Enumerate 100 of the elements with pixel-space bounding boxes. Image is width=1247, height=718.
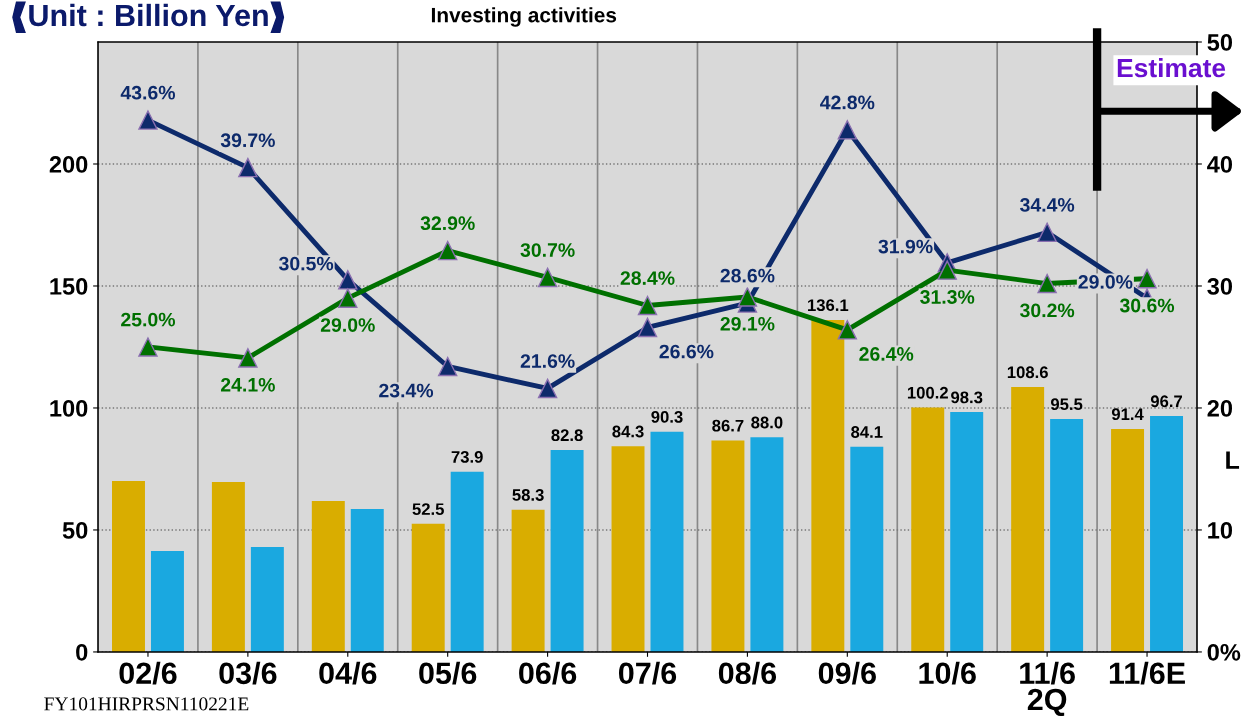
bar: [211, 481, 245, 652]
data-label: 90.3: [651, 410, 683, 423]
data-label: 21.6%: [520, 354, 575, 368]
data-label: 88.0: [751, 416, 783, 429]
data-label: 95.5: [1050, 398, 1083, 411]
data-label: 91.4: [1111, 408, 1144, 421]
data-label: 26.6%: [659, 344, 714, 359]
x-tick-label: 09/6: [818, 661, 876, 685]
x-tick-label: 11/6 2Q: [1020, 661, 1075, 717]
y-tick-label: 50: [62, 522, 88, 539]
point: [1037, 273, 1057, 294]
x-tick-label: 03/6: [219, 661, 277, 685]
point: [537, 267, 558, 288]
point: [837, 120, 858, 140]
point: [1137, 268, 1157, 289]
bar: [850, 446, 884, 652]
bar: [450, 471, 484, 652]
data-label: 108.6: [1007, 366, 1048, 379]
data-label: 28.6%: [720, 268, 775, 283]
text: Investing activities: [431, 7, 617, 27]
bar: [650, 431, 684, 652]
point: [937, 260, 957, 280]
point: [437, 240, 458, 261]
text: Unit : Billion Yen: [29, 3, 268, 27]
data-label: 30.5%: [279, 256, 334, 271]
point: [837, 320, 858, 340]
text: L: [1226, 451, 1240, 469]
point: [238, 157, 258, 178]
data-label: 24.1%: [220, 377, 275, 392]
bar: [112, 480, 145, 652]
data-label: 82.8: [551, 429, 583, 442]
bar: [1050, 418, 1084, 652]
data-label: 32.9%: [420, 216, 475, 231]
bar: [950, 412, 984, 652]
x-tick-label: 06/6: [519, 661, 577, 685]
bar: [811, 319, 845, 652]
point: [637, 295, 658, 316]
x-tick-label: 10/6: [919, 661, 976, 685]
point: [537, 378, 558, 399]
point: [637, 317, 658, 338]
data-label: 73.9: [451, 450, 483, 463]
data-label: 26.4%: [859, 347, 914, 361]
bar: [350, 508, 384, 652]
annotation: Estimate: [1117, 57, 1226, 78]
data-label: 52.5: [412, 503, 444, 516]
y-tick-label: 150: [50, 278, 88, 295]
x-tick-label: 02/6: [119, 661, 177, 685]
text: FY101HIRPRSN110221E: [44, 697, 249, 711]
data-label: 29.1%: [720, 316, 775, 331]
x-tick-label: 07/6: [618, 661, 677, 685]
bar: [711, 440, 745, 652]
data-label: 39.7%: [220, 133, 275, 148]
data-label: 29.0%: [1078, 275, 1133, 289]
x-tick-label: 05/6: [419, 661, 477, 685]
point: [338, 288, 358, 308]
x-tick-label: 08/6: [718, 661, 777, 685]
data-label: 96.7: [1150, 395, 1183, 408]
y2-tick-label: 30: [1207, 278, 1233, 295]
point: [437, 356, 458, 377]
y2-tick-label: 10: [1208, 522, 1233, 539]
data-label: 31.9%: [878, 239, 933, 254]
data-label: 98.3: [951, 391, 983, 404]
bar: [750, 437, 784, 652]
data-label: 136.1: [808, 299, 849, 312]
point: [138, 337, 158, 357]
data-label: 30.2%: [1020, 303, 1075, 318]
y2-tick-label: 40: [1207, 156, 1233, 173]
data-label: 86.7: [712, 419, 744, 432]
data-label: 43.6%: [120, 85, 176, 100]
point: [338, 270, 358, 290]
data-label: 84.1: [851, 426, 883, 438]
data-label: 84.3: [612, 425, 644, 438]
bar: [511, 509, 545, 652]
data-label: 31.3%: [920, 290, 975, 304]
bar: [911, 407, 945, 652]
y-tick-label: 100: [50, 400, 88, 417]
data-label: 25.0%: [121, 312, 176, 327]
data-label: 100.2: [907, 386, 948, 399]
bar: [311, 500, 345, 652]
bar: [250, 547, 284, 652]
bar: [1150, 416, 1184, 652]
y2-tick-label: 20: [1207, 400, 1233, 417]
point: [737, 287, 758, 307]
data-label: 23.4%: [379, 383, 434, 398]
y2-tick-label: 50: [1207, 34, 1233, 51]
y-tick-label: 0: [76, 644, 88, 661]
data-label: 34.4%: [1020, 198, 1075, 212]
data-label: 30.7%: [520, 243, 575, 257]
bar: [411, 523, 445, 652]
data-label: 42.8%: [820, 95, 875, 110]
data-label: 28.4%: [620, 271, 675, 285]
x-tick-label: 11/6E: [1109, 661, 1185, 685]
bar: [1111, 428, 1145, 652]
point: [1037, 222, 1057, 243]
point: [138, 110, 158, 130]
data-label: 58.3: [512, 489, 544, 501]
y-tick-label: 200: [49, 156, 88, 173]
x-tick-label: 04/6: [319, 661, 377, 685]
data-label: 29.0%: [320, 318, 375, 332]
bar: [611, 446, 645, 652]
